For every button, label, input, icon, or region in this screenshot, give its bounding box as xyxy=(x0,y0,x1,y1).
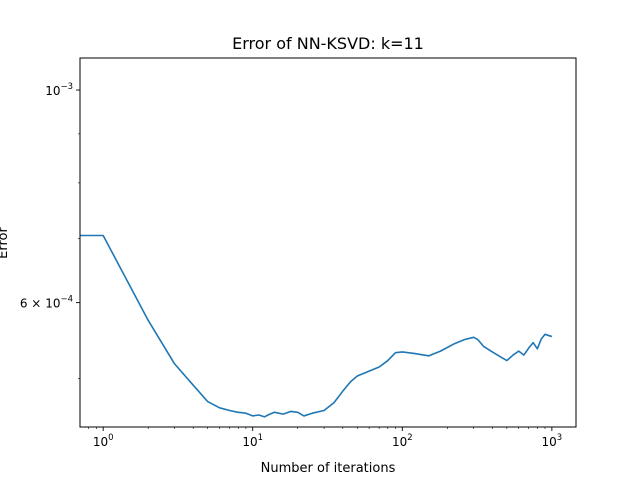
x-tick-label: 102 xyxy=(392,433,413,449)
y-tick-label: 6 × 10−4 xyxy=(20,295,73,311)
x-axis-label: Number of iterations xyxy=(261,461,396,476)
x-tick-label: 100 xyxy=(93,433,114,449)
y-tick-label: 10−3 xyxy=(45,82,73,98)
axis-ticks: 100 101 102 103 6 × 10−4 10−3 xyxy=(20,82,562,449)
axes-frame xyxy=(79,57,577,428)
error-series-line xyxy=(80,234,553,418)
y-axis-label: Error xyxy=(0,227,11,259)
chart-title: Error of NN-KSVD: k=11 xyxy=(232,34,424,53)
x-tick-label: 101 xyxy=(242,433,263,449)
x-tick-label: 103 xyxy=(542,433,563,449)
plot-area xyxy=(80,234,553,418)
